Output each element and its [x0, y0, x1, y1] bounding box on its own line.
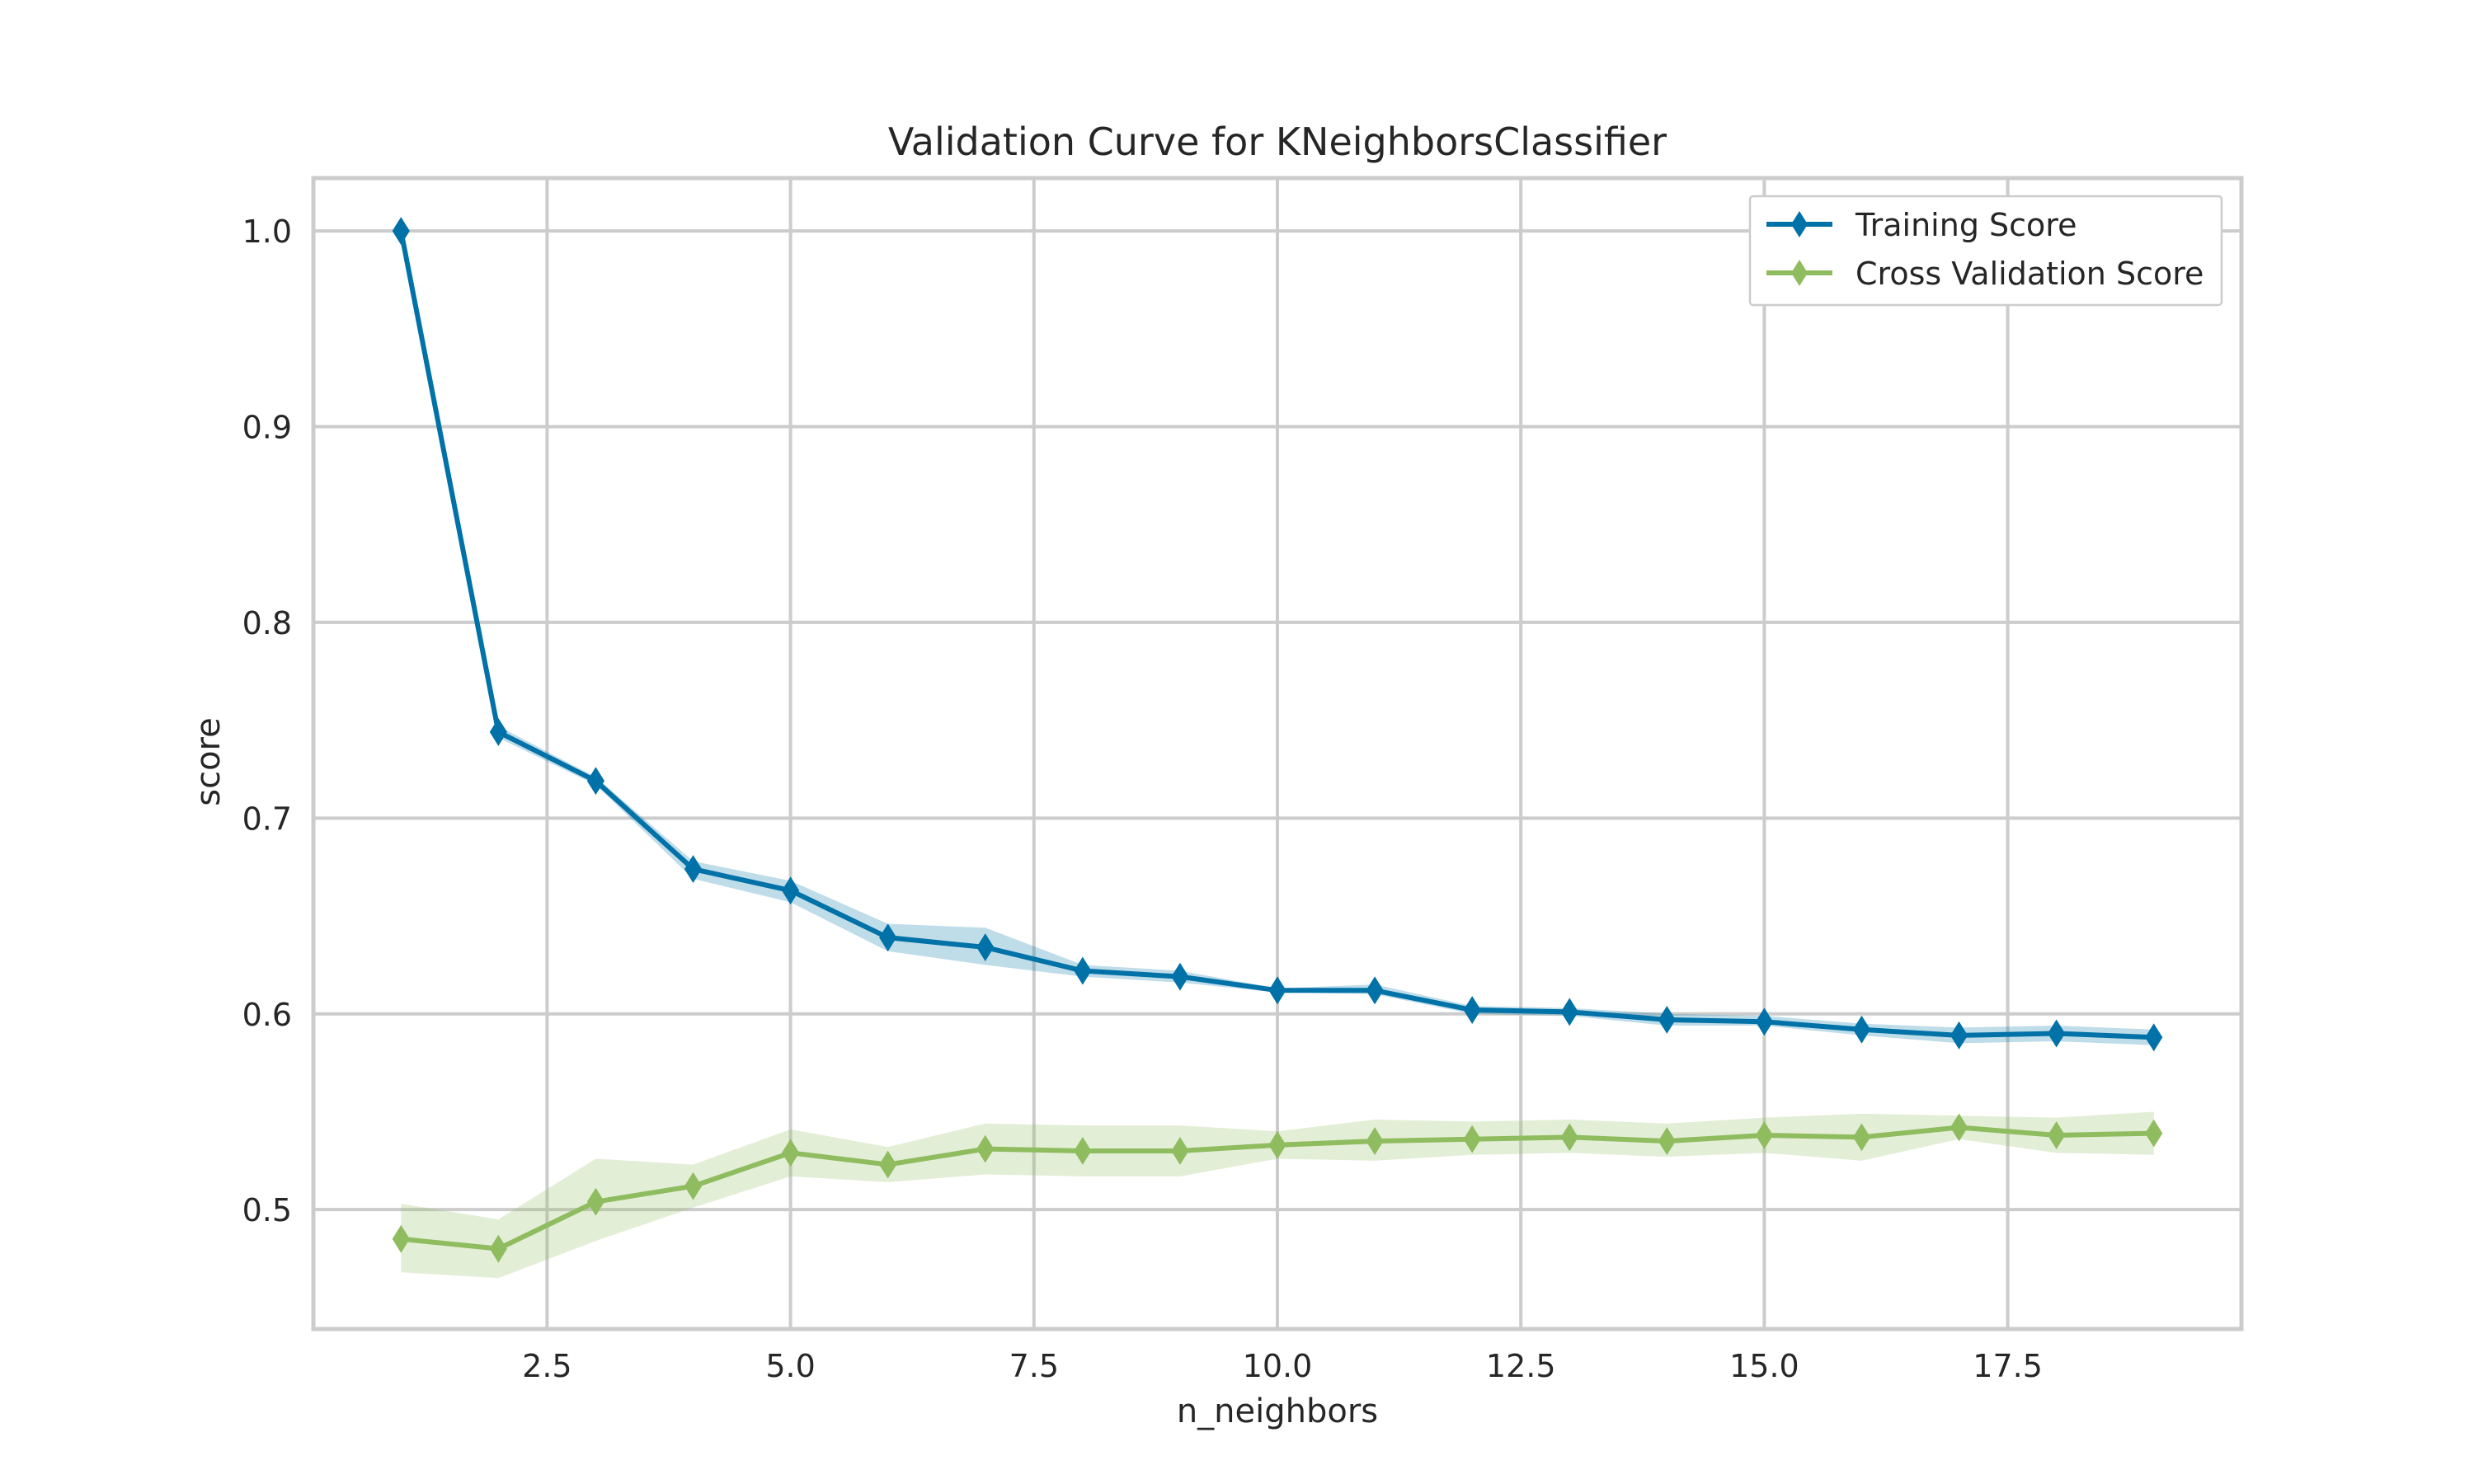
- data-point: [586, 1187, 605, 1216]
- data-point: [586, 767, 605, 796]
- legend-marker: [1791, 211, 1808, 237]
- legend-box: [1748, 195, 2223, 307]
- data-point: [1268, 976, 1286, 1005]
- x-axis-label: n_neighbors: [1177, 1392, 1378, 1430]
- data-point: [1852, 1123, 1871, 1152]
- data-point: [1171, 1137, 1189, 1165]
- data-point: [2048, 1019, 2066, 1048]
- data-point: [879, 923, 897, 952]
- x-tick-label: 10.0: [1243, 1348, 1313, 1384]
- x-tick-label: 17.5: [1973, 1348, 2043, 1384]
- y-tick-label: 0.8: [242, 605, 292, 641]
- legend-item: Training Score: [1766, 207, 2077, 243]
- legend-label: Cross Validation Score: [1856, 256, 2204, 292]
- data-point: [782, 1139, 800, 1167]
- y-tick-label: 1.0: [242, 214, 292, 250]
- axes-frame: [311, 176, 2244, 1331]
- series-cross-validation-score: [392, 1111, 2163, 1279]
- legend-label: Training Score: [1855, 207, 2077, 243]
- x-tick-label: 15.0: [1729, 1348, 1799, 1384]
- data-point: [1755, 1007, 1773, 1036]
- data-point: [1658, 1127, 1676, 1156]
- data-point: [1268, 1130, 1286, 1159]
- legend: Training Score Cross Validation Score: [1748, 195, 2223, 307]
- data-point: [1852, 1015, 1871, 1044]
- grid: [313, 178, 2241, 1329]
- y-tick-label: 0.7: [242, 801, 292, 837]
- data-point: [392, 1224, 410, 1253]
- data-point: [782, 876, 800, 905]
- data-point: [1463, 996, 1481, 1024]
- legend-item: Cross Validation Score: [1766, 256, 2204, 292]
- data-point: [1366, 1127, 1384, 1156]
- data-point: [1950, 1021, 1968, 1050]
- data-point: [1950, 1113, 1968, 1142]
- y-tick-label: 0.5: [242, 1192, 292, 1228]
- data-point: [2145, 1023, 2163, 1052]
- plot-area: 2.5 5.0 7.5 10.0 12.5 15.0 17.5 0.5 0.6 0.7 0.8 0.9…: [242, 176, 2244, 1384]
- data-point: [879, 1150, 897, 1179]
- data-point: [1074, 1137, 1092, 1165]
- data-point: [1755, 1121, 1773, 1149]
- y-axis-label: score: [190, 717, 228, 805]
- data-point: [976, 1134, 995, 1163]
- data-point: [1560, 998, 1578, 1026]
- x-tick-label: 5.0: [765, 1348, 815, 1384]
- data-point: [2048, 1121, 2066, 1149]
- x-tick-label: 7.5: [1009, 1348, 1059, 1384]
- data-point: [1463, 1125, 1481, 1153]
- chart-title: Validation Curve for KNeighborsClassifie…: [888, 120, 1667, 164]
- data-point: [1074, 956, 1092, 985]
- series-training-score: [392, 217, 2163, 1052]
- data-point: [684, 1172, 703, 1200]
- data-point: [1171, 962, 1189, 991]
- confidence-band: [401, 1111, 2154, 1279]
- data-point: [1366, 976, 1384, 1005]
- data-point: [489, 717, 507, 746]
- data-point: [1560, 1123, 1578, 1152]
- y-tick-label: 0.6: [242, 997, 292, 1033]
- x-tick-label: 2.5: [522, 1348, 571, 1384]
- data-point: [976, 933, 995, 961]
- data-point: [392, 217, 410, 246]
- legend-marker: [1791, 260, 1808, 286]
- data-point: [2145, 1119, 2163, 1148]
- x-tick-label: 12.5: [1486, 1348, 1556, 1384]
- data-point: [1658, 1005, 1676, 1034]
- y-tick-label: 0.9: [242, 410, 292, 446]
- data-point: [684, 855, 703, 884]
- data-point: [489, 1234, 507, 1263]
